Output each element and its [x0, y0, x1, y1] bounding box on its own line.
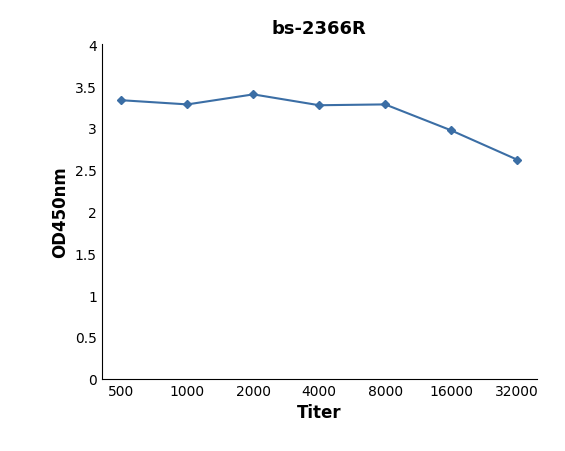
X-axis label: Titer: Titer: [297, 403, 341, 421]
Title: bs-2366R: bs-2366R: [272, 20, 367, 38]
Y-axis label: OD450nm: OD450nm: [51, 166, 69, 258]
